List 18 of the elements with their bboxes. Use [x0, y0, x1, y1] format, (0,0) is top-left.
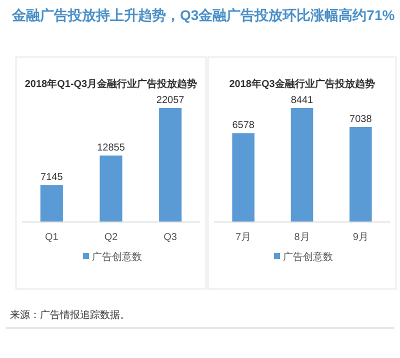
x-tick-label: 9月 — [352, 232, 368, 243]
x-tick-label: Q3 — [164, 232, 178, 243]
x-tick-label: 7月 — [236, 232, 252, 243]
x-tick-label: Q2 — [104, 232, 118, 243]
data-label: 6578 — [232, 120, 255, 132]
data-label: 22057 — [156, 95, 185, 106]
legend-label: 广告创意数 — [92, 251, 142, 263]
data-label: 7038 — [350, 114, 372, 125]
data-label: 12855 — [97, 142, 126, 154]
x-tick-label: Q1 — [44, 232, 59, 243]
chart-title: 2018年Q3金融行业广告投放趋势 — [229, 78, 375, 90]
source-note: 来源：广告情报追踪数据。 — [10, 309, 130, 321]
text: 金融广告投放持上升趋势，Q3金融广告投放环比涨幅高约71% — [11, 7, 396, 23]
legend-label: 广告创意数 — [283, 251, 333, 263]
chart-title: 2018年Q1-Q3月金融行业广告投放趋势 — [24, 78, 198, 90]
data-label: 8441 — [290, 95, 314, 106]
data-label: 7145 — [40, 172, 64, 184]
x-tick-label: 8月 — [294, 232, 310, 243]
